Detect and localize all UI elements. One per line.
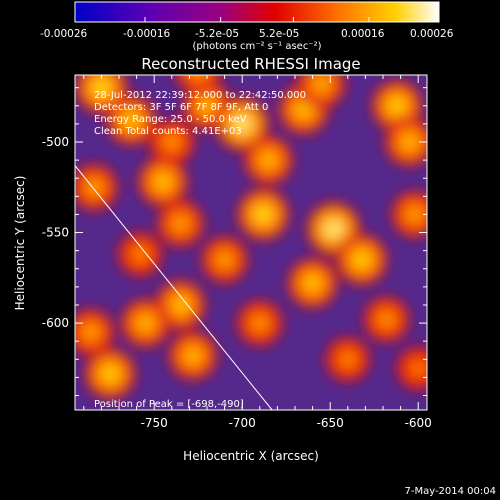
hot-spot-core [172, 215, 189, 232]
hot-spot-core [406, 206, 423, 223]
colorbar-tick-label-0: -0.00026 [40, 28, 88, 40]
y-tick-label: -600 [42, 316, 69, 330]
x-tick-labels: -750 -700 -650 -600 [141, 416, 432, 430]
hot-spot-core [304, 274, 322, 292]
hot-spot-core [132, 246, 148, 262]
hot-spot-core [401, 133, 418, 151]
hot-spot-core [232, 114, 252, 134]
info-energy-range: Energy Range: 25.0 - 50.0 keV [94, 114, 247, 125]
plot-frame [74, 74, 428, 411]
axis-ticks [75, 75, 427, 410]
hot-spot-core [313, 75, 330, 93]
hot-spot-core [137, 314, 154, 332]
heatmap-image [75, 75, 427, 410]
hot-spot-core [163, 134, 180, 150]
colorbar-tick-label-1: -0.00016 [123, 28, 171, 40]
heatmap-emission [75, 75, 427, 400]
chart-title: Reconstructed RHESSI Image [141, 55, 360, 73]
hot-spot-core [410, 360, 426, 376]
hot-spot-core [192, 75, 205, 78]
colorbar-tick-label-2: -5.2e-05 [195, 28, 239, 40]
hot-spot-core [172, 296, 190, 314]
hot-spot-core [101, 365, 119, 383]
y-tick-label: -500 [42, 135, 69, 149]
solar-limb-line [75, 165, 273, 410]
y-axis-label: Heliocentric Y (arcsec) [13, 176, 27, 311]
hot-spot-core [198, 97, 216, 115]
hot-spot-core [260, 151, 277, 169]
x-tick-label: -600 [405, 416, 432, 430]
hot-spot-core [340, 351, 356, 367]
colorbar [74, 1, 440, 23]
info-time-range: 28-Jul-2012 22:39:12.000 to 22:42:50.000 [94, 90, 306, 101]
y-tick-labels: -500 -550 -600 [42, 135, 69, 330]
hot-spot-core [216, 251, 233, 268]
x-axis-label: Heliocentric X (arcsec) [183, 449, 319, 463]
hot-spot-core [388, 97, 406, 115]
colorbar-tick-label-3: 5.2e-05 [259, 28, 299, 40]
info-detectors: Detectors: 3F 5F 6F 7F 8F 9F, Att 0 [94, 102, 268, 113]
colorbar-tick-label-4: 0.00016 [341, 28, 385, 40]
y-tick-label: -550 [42, 226, 69, 240]
hot-spot-core [295, 100, 313, 118]
hot-spot-core [122, 111, 140, 129]
hot-spot-core [254, 205, 273, 224]
x-tick-label: -650 [317, 416, 344, 430]
colorbar-ticks [74, 17, 440, 22]
colorbar-unit-label: (photons cm⁻² s⁻¹ asec⁻²) [192, 41, 321, 52]
hot-spot-core [154, 173, 172, 191]
hot-spot-core [378, 311, 395, 328]
hot-spot-core [251, 315, 268, 331]
info-clean-counts: Clean Total counts: 4.41E+03 [94, 126, 242, 137]
colorbar-tick-label-5: 0.00026 [410, 28, 454, 40]
hot-spot-core [92, 78, 111, 97]
hot-spot-core [86, 179, 103, 196]
x-tick-label: -750 [141, 416, 168, 430]
hot-spot-core [324, 219, 343, 239]
peak-position-label: Position of Peak = [-698,-490] [94, 399, 244, 410]
hot-spot-core [82, 324, 99, 341]
hot-spot-core [353, 250, 371, 269]
x-tick-label: -700 [229, 416, 256, 430]
timestamp: 7-May-2014 00:04 [404, 486, 496, 497]
hot-spot-core [184, 347, 202, 365]
